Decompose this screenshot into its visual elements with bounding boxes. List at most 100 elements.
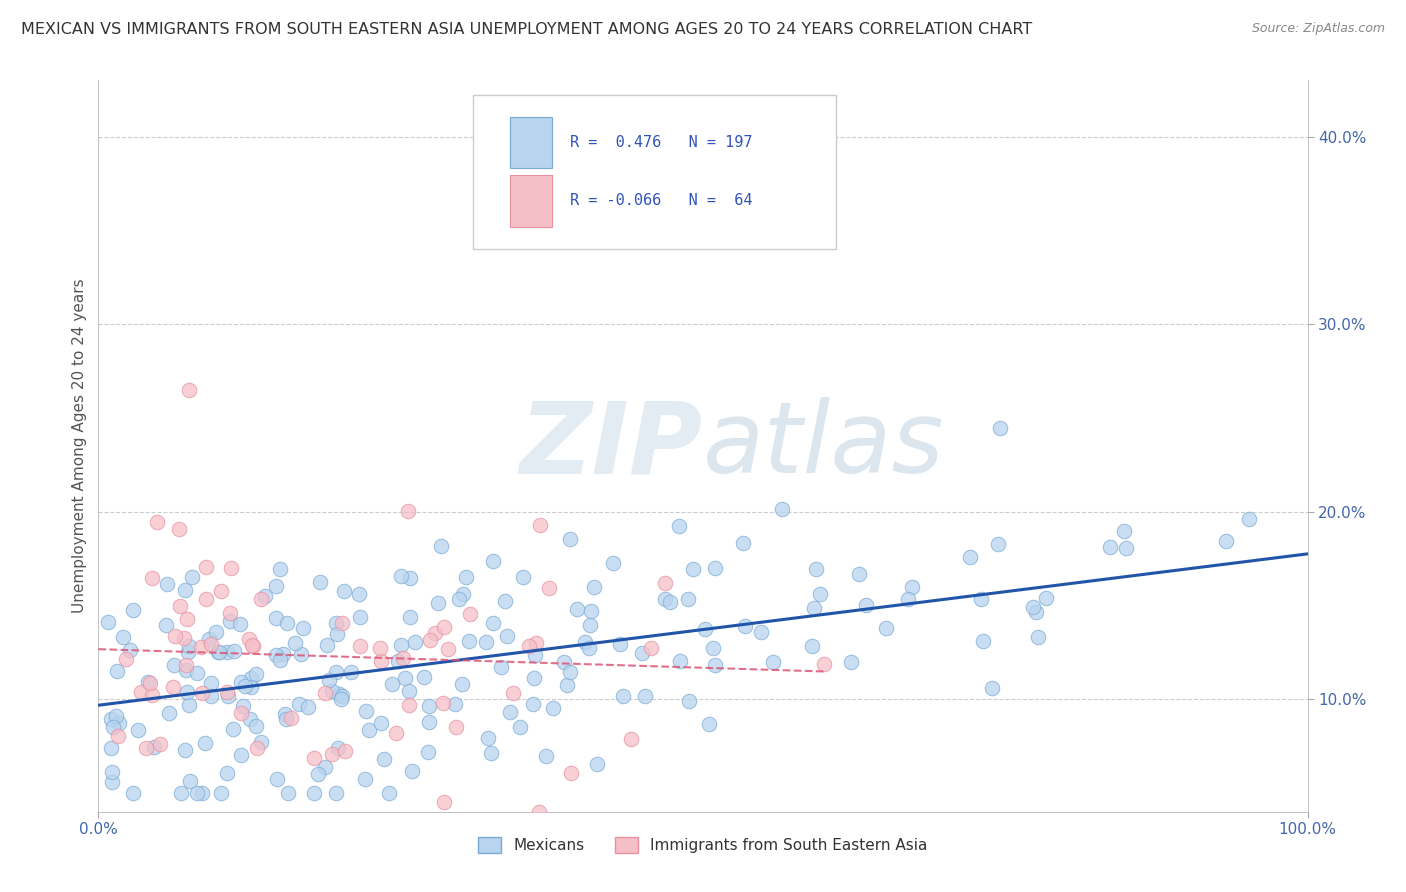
Point <box>370 715 392 730</box>
Point <box>129 685 152 699</box>
Point <box>702 640 724 655</box>
Point <box>302 786 325 800</box>
Point <box>302 751 325 765</box>
Point <box>186 786 208 800</box>
Point <box>447 591 470 606</box>
Point <box>1035 591 1057 605</box>
Point <box>602 556 624 570</box>
Point <box>224 644 246 658</box>
Point <box>321 747 343 761</box>
Point <box>475 635 498 649</box>
Point <box>524 635 547 649</box>
Point <box>179 773 201 788</box>
Point <box>141 688 163 702</box>
Point <box>155 618 177 632</box>
Point <box>612 689 634 703</box>
Text: MEXICAN VS IMMIGRANTS FROM SOUTH EASTERN ASIA UNEMPLOYMENT AMONG AGES 20 TO 24 Y: MEXICAN VS IMMIGRANTS FROM SOUTH EASTERN… <box>21 22 1032 37</box>
Point <box>392 651 415 665</box>
Point <box>340 665 363 680</box>
Point <box>142 740 165 755</box>
Point <box>328 688 350 702</box>
Point <box>502 686 524 700</box>
Point <box>195 592 218 607</box>
Point <box>479 746 502 760</box>
Point <box>190 786 212 800</box>
Point <box>231 748 253 763</box>
Point <box>537 581 560 595</box>
Point <box>195 559 218 574</box>
Point <box>418 632 440 647</box>
Point <box>200 636 222 650</box>
Text: atlas: atlas <box>703 398 945 494</box>
Point <box>169 599 191 613</box>
Point <box>149 737 172 751</box>
Point <box>370 654 392 668</box>
Point <box>163 657 186 672</box>
Point <box>208 645 231 659</box>
Point <box>394 671 416 685</box>
Point <box>427 596 450 610</box>
Point <box>770 502 793 516</box>
Point <box>682 562 704 576</box>
Point <box>121 786 143 800</box>
Point <box>239 712 262 726</box>
Point <box>240 639 263 653</box>
Point <box>229 617 252 632</box>
Point <box>325 615 347 630</box>
Point <box>560 765 582 780</box>
Point <box>579 604 602 618</box>
Point <box>398 698 420 712</box>
Point <box>100 712 122 726</box>
Point <box>156 577 179 591</box>
Point <box>555 677 578 691</box>
Point <box>174 743 197 757</box>
Point <box>176 684 198 698</box>
Point <box>204 625 226 640</box>
Point <box>309 574 332 589</box>
Point <box>330 689 353 703</box>
Point <box>1025 605 1047 619</box>
Point <box>269 653 291 667</box>
Point <box>325 665 347 680</box>
Point <box>477 731 499 746</box>
Point <box>398 683 420 698</box>
Point <box>517 639 540 653</box>
Point <box>100 741 122 756</box>
Point <box>356 704 378 718</box>
Point <box>433 620 456 634</box>
Point <box>498 706 520 720</box>
Point <box>543 701 565 715</box>
Point <box>181 570 204 584</box>
FancyBboxPatch shape <box>509 176 551 227</box>
Point <box>404 635 426 649</box>
Point <box>373 752 395 766</box>
Point <box>582 581 605 595</box>
Text: R = -0.066   N =  64: R = -0.066 N = 64 <box>569 194 752 209</box>
Point <box>456 570 478 584</box>
Point <box>430 540 453 554</box>
Point <box>325 627 347 641</box>
Point <box>659 595 682 609</box>
Point <box>177 644 200 658</box>
Point <box>494 593 516 607</box>
Point <box>217 690 239 704</box>
Point <box>443 697 465 711</box>
Point <box>245 666 267 681</box>
Point <box>221 561 243 575</box>
Point <box>316 638 339 652</box>
Point <box>529 518 551 533</box>
Point <box>704 658 727 673</box>
Point <box>418 714 440 729</box>
Point <box>354 772 377 786</box>
Point <box>290 647 312 661</box>
Point <box>489 660 512 674</box>
Point <box>136 675 159 690</box>
Point <box>242 639 264 653</box>
Point <box>970 592 993 607</box>
Point <box>274 706 297 721</box>
Point <box>297 700 319 714</box>
Point <box>855 599 877 613</box>
Point <box>179 383 201 397</box>
Point <box>1026 630 1049 644</box>
Point <box>897 591 920 606</box>
